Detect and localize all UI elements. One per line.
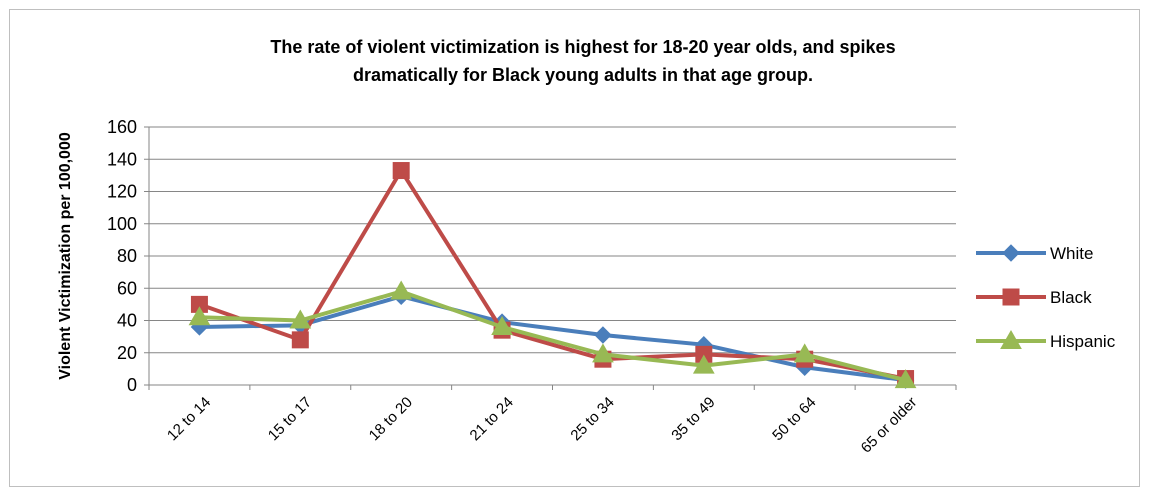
y-tick-label: 60 xyxy=(117,278,137,298)
y-tick-label: 120 xyxy=(107,182,137,202)
data-point-black xyxy=(392,162,410,180)
data-point-hispanic xyxy=(289,309,312,329)
x-tick-label: 15 to 17 xyxy=(265,394,315,444)
y-axis-label: Violent Victimization per 100,000 xyxy=(57,132,74,380)
legend-item-black: Black xyxy=(976,288,1092,307)
data-point-hispanic xyxy=(692,354,715,374)
data-point-hispanic xyxy=(894,369,917,389)
legend-marker xyxy=(1002,244,1020,262)
legend-label: Black xyxy=(1050,288,1092,307)
legend-label: Hispanic xyxy=(1050,332,1116,351)
series-line-hispanic xyxy=(199,289,907,383)
series-line-white xyxy=(199,294,906,383)
y-tick-labels: 0 20 40 60 80 100 120 140 160 xyxy=(107,117,137,395)
series-hispanic xyxy=(188,280,917,389)
axes xyxy=(144,126,957,390)
series-lines xyxy=(188,162,917,389)
data-point-hispanic xyxy=(188,306,211,326)
legend-item-hispanic: Hispanic xyxy=(976,329,1116,351)
data-point-hispanic xyxy=(390,280,413,300)
legend-item-white: White xyxy=(976,244,1093,263)
x-tick-label: 65 or older xyxy=(858,394,921,457)
chart-title-line-2: dramatically for Black young adults in t… xyxy=(353,65,813,85)
y-tick-label: 100 xyxy=(107,214,137,234)
x-tick-label: 21 to 24 xyxy=(467,394,517,444)
x-tick-label: 25 to 34 xyxy=(567,394,617,444)
legend-label: White xyxy=(1050,244,1093,263)
data-point-hispanic xyxy=(793,343,816,363)
x-tick-label: 35 to 49 xyxy=(668,394,718,444)
y-tick-label: 80 xyxy=(117,246,137,266)
legend-marker xyxy=(1000,329,1022,349)
y-tick-label: 20 xyxy=(117,343,137,363)
y-tick-label: 40 xyxy=(117,311,137,331)
x-tick-label: 50 to 64 xyxy=(769,394,819,444)
chart-title: The rate of violent victimization is hig… xyxy=(270,37,895,85)
data-point-black xyxy=(291,331,309,349)
chart-title-line-1: The rate of violent victimization is hig… xyxy=(270,37,895,57)
y-tick-label: 0 xyxy=(127,375,137,395)
data-point-hispanic xyxy=(592,343,614,363)
legend-marker xyxy=(1002,288,1020,306)
chart-frame: The rate of violent victimization is hig… xyxy=(9,9,1140,487)
line-chart: The rate of violent victimization is hig… xyxy=(57,37,1116,457)
x-tick-label: 18 to 20 xyxy=(366,394,416,444)
y-tick-label: 140 xyxy=(107,149,137,169)
x-tick-labels: 12 to 14 15 to 17 18 to 20 21 to 24 25 to 34… xyxy=(164,394,920,457)
data-point-hispanic xyxy=(491,315,513,335)
y-tick-label: 160 xyxy=(107,117,137,137)
x-tick-label: 12 to 14 xyxy=(164,394,214,444)
series-line-black xyxy=(198,168,906,381)
legend: White Black Hispanic xyxy=(976,244,1116,351)
data-point-white xyxy=(594,326,612,344)
